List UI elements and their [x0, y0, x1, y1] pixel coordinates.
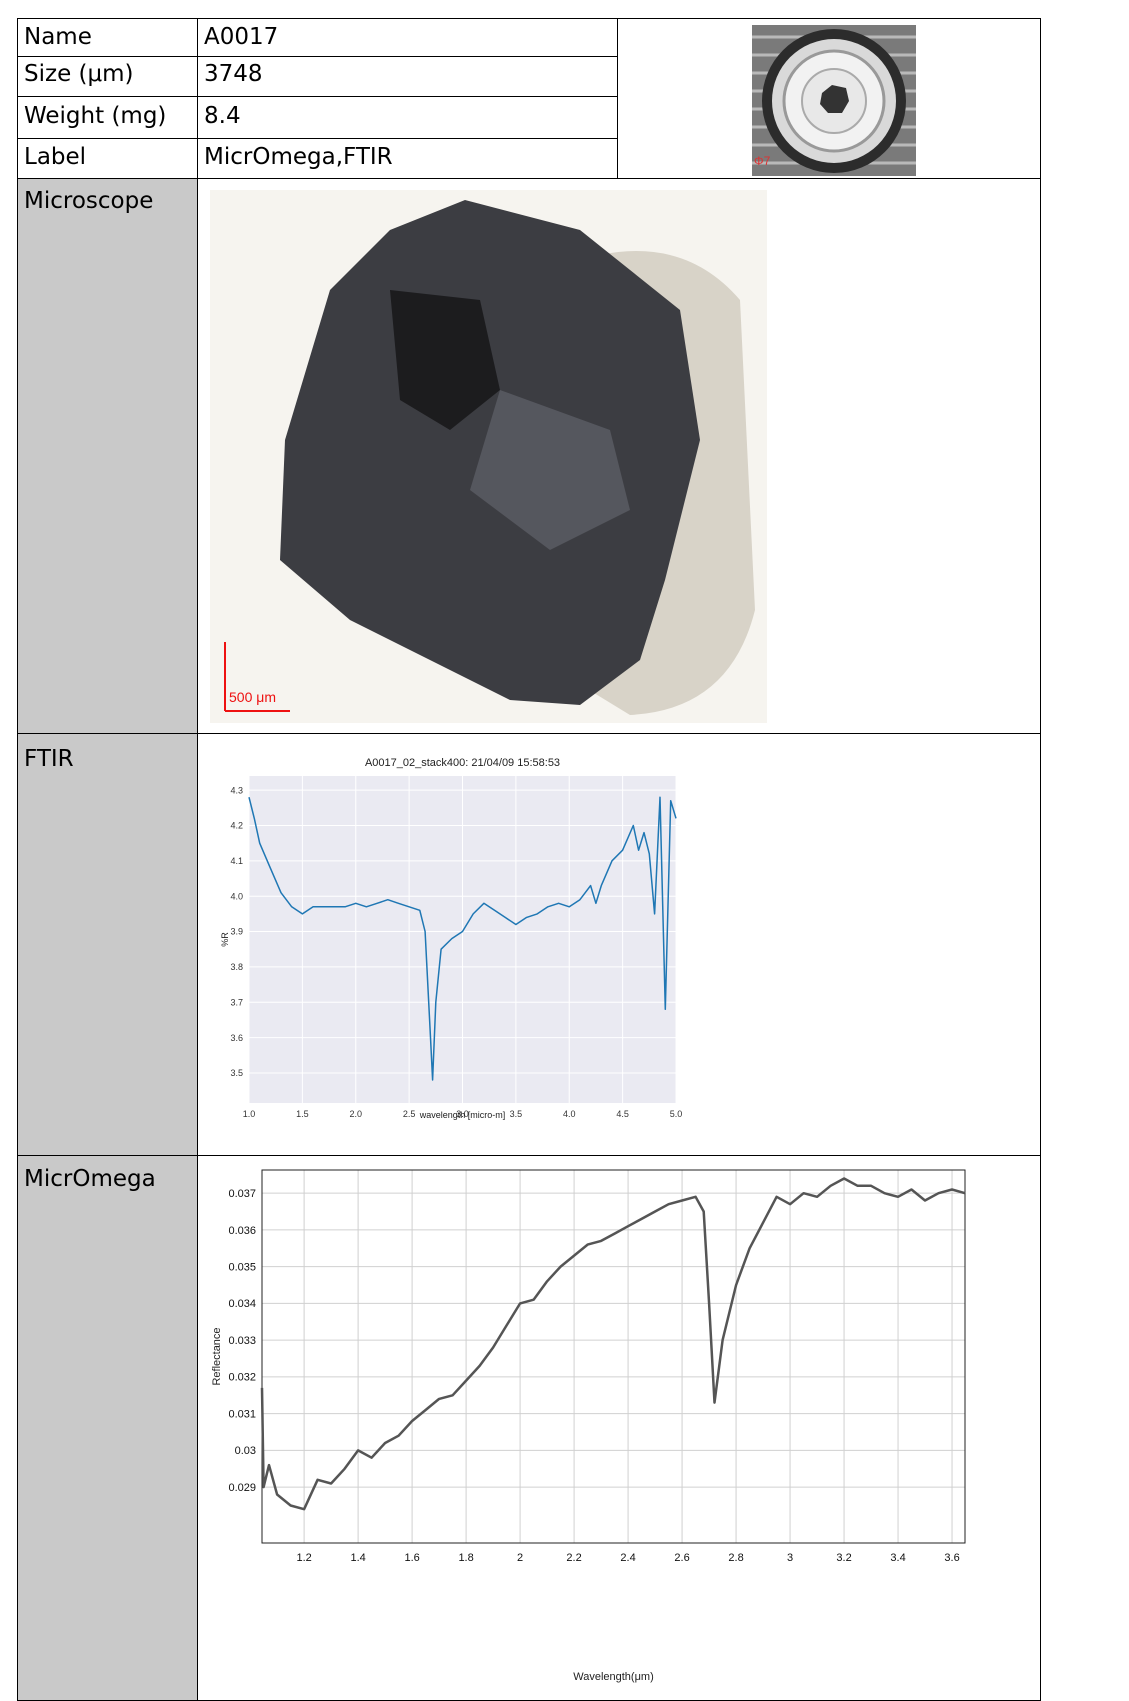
micromega-chart: 1.2 1.4 1.6 1.8 2 2.2 2.4 2.6 2.8 3 3.2 3.4 3.6 0.029…	[211, 1169, 966, 1683]
y-axis-label: %R	[220, 932, 230, 947]
y-tick-label: 0.03	[235, 1445, 256, 1457]
section-label: Microscope	[24, 188, 154, 214]
scale-label: 500 μm	[229, 689, 276, 705]
x-tick-label: 4.0	[563, 1109, 576, 1119]
label-column	[17, 178, 197, 1701]
x-tick-label: 4.5	[616, 1109, 629, 1119]
x-tick-label: 3.4	[890, 1552, 905, 1564]
row-label: Size (μm)	[24, 61, 134, 87]
plot-frame	[261, 1169, 966, 1544]
y-tick-label: 0.035	[228, 1261, 256, 1273]
x-tick-label: 1.8	[458, 1552, 473, 1564]
x-tick-label: 2.5	[403, 1109, 416, 1119]
y-tick-label: 4.2	[230, 821, 243, 831]
section-label: FTIR	[24, 746, 74, 772]
x-axis-label: Wavelength(μm)	[573, 1671, 654, 1683]
row-value: 8.4	[204, 103, 241, 129]
y-axis-label: Reflectance	[211, 1327, 223, 1385]
ftir-chart: 1.0 1.5 2.0 2.5 3.0 3.5 4.0 4.5 5.0 3.5 3.6 3.7 3.8 3…	[220, 757, 683, 1120]
row-value: MicrOmega,FTIR	[204, 144, 393, 170]
y-tick-label: 0.031	[228, 1408, 256, 1420]
x-tick-label: 3.6	[944, 1552, 959, 1564]
holder-photo: Φ7	[752, 25, 916, 176]
y-tick-label: 0.032	[228, 1372, 256, 1384]
holder-label: Φ7	[754, 154, 771, 168]
x-tick-label: 2.8	[728, 1552, 743, 1564]
plot-background	[262, 1170, 965, 1543]
y-tick-label: 3.7	[230, 997, 243, 1007]
y-tick-label: 4.0	[230, 891, 243, 901]
x-tick-label: 1.5	[296, 1109, 309, 1119]
y-tick-label: 4.3	[230, 785, 243, 795]
section-label: MicrOmega	[24, 1166, 156, 1192]
y-tick-label: 4.1	[230, 856, 243, 866]
x-tick-label: 3.2	[836, 1552, 851, 1564]
x-tick-label: 2.2	[566, 1552, 581, 1564]
microscope-photo: 500 μm	[210, 190, 767, 723]
x-tick-label: 2.0	[349, 1109, 362, 1119]
row-label: Weight (mg)	[24, 103, 167, 129]
row-value: 3748	[204, 61, 263, 87]
x-tick-label: 3.5	[510, 1109, 523, 1119]
data-line	[248, 796, 677, 1081]
x-tick-label: 1.0	[243, 1109, 256, 1119]
row-label: Label	[24, 144, 87, 170]
y-tick-label: 0.029	[228, 1482, 256, 1494]
row-label: Name	[24, 24, 92, 50]
y-tick-label: 0.037	[228, 1188, 256, 1200]
y-tick-label: 3.8	[230, 962, 243, 972]
y-tick-label: 3.5	[230, 1068, 243, 1078]
x-tick-label: 2	[517, 1552, 523, 1564]
x-tick-label: 1.4	[350, 1552, 365, 1564]
x-tick-label: 1.2	[296, 1552, 311, 1564]
x-axis-label: wavelength [micro-m]	[419, 1110, 506, 1120]
x-tick-label: 2.6	[674, 1552, 689, 1564]
y-tick-label: 0.033	[228, 1335, 256, 1347]
row-value: A0017	[204, 24, 279, 50]
y-tick-label: 3.9	[230, 927, 243, 937]
x-tick-label: 3.0	[456, 1109, 469, 1119]
data-line	[260, 1177, 966, 1511]
chart-title: A0017_02_stack400: 21/04/09 15:58:53	[365, 757, 560, 769]
y-tick-label: 0.036	[228, 1225, 256, 1237]
x-tick-label: 5.0	[670, 1109, 683, 1119]
x-tick-label: 2.4	[620, 1552, 635, 1564]
x-tick-label: 3	[787, 1552, 793, 1564]
y-tick-label: 3.6	[230, 1033, 243, 1043]
y-tick-label: 0.034	[228, 1298, 256, 1310]
x-tick-label: 1.6	[404, 1552, 419, 1564]
